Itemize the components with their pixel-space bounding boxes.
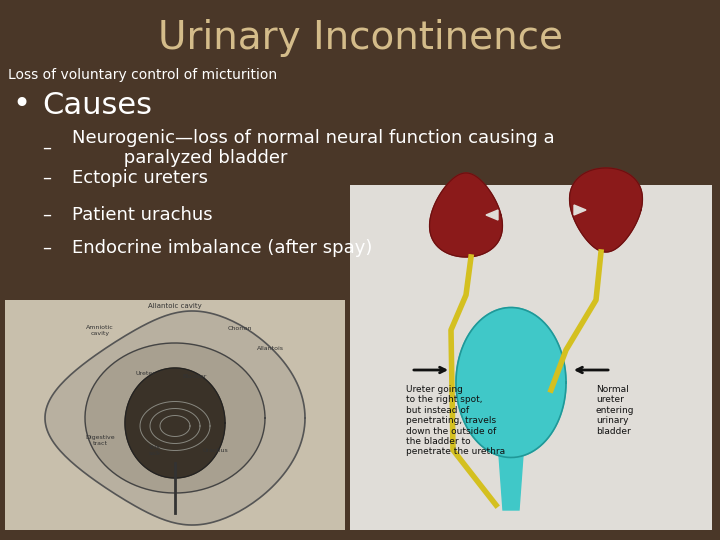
Polygon shape — [456, 307, 566, 457]
Text: Loss of voluntary control of micturition: Loss of voluntary control of micturition — [8, 68, 277, 82]
Text: Bladder: Bladder — [183, 374, 207, 379]
Text: Causes: Causes — [42, 91, 152, 119]
Polygon shape — [574, 205, 586, 215]
Text: Neurogenic—loss of normal neural function causing a
         paralyzed bladder: Neurogenic—loss of normal neural functio… — [72, 129, 554, 167]
Text: Ureter going
to the right spot,
but instead of
penetrating, travels
down the out: Ureter going to the right spot, but inst… — [406, 385, 505, 456]
FancyBboxPatch shape — [5, 300, 345, 530]
Polygon shape — [125, 368, 225, 478]
Text: Yolk
salk: Yolk salk — [149, 445, 161, 456]
Text: Patient urachus: Patient urachus — [72, 206, 212, 224]
Text: Chorion: Chorion — [228, 326, 252, 331]
Text: –: – — [42, 169, 51, 187]
Text: –: – — [42, 239, 51, 257]
Polygon shape — [570, 168, 642, 252]
Text: Urachus: Urachus — [202, 448, 228, 453]
Text: Digestive
tract: Digestive tract — [85, 435, 114, 446]
Text: Endocrine imbalance (after spay): Endocrine imbalance (after spay) — [72, 239, 372, 257]
Text: Urinary Incontinence: Urinary Incontinence — [158, 19, 562, 57]
Polygon shape — [85, 343, 265, 493]
Polygon shape — [486, 210, 498, 220]
Polygon shape — [45, 311, 305, 525]
Polygon shape — [430, 173, 503, 257]
Text: Allantoic cavity: Allantoic cavity — [148, 303, 202, 309]
Text: Normal
ureter
entering
urinary
bladder: Normal ureter entering urinary bladder — [596, 385, 634, 436]
Text: Ureter: Ureter — [135, 371, 155, 376]
Text: Allantois: Allantois — [256, 346, 284, 351]
Text: –: – — [42, 139, 51, 157]
FancyBboxPatch shape — [350, 185, 712, 530]
Text: Ectopic ureters: Ectopic ureters — [72, 169, 208, 187]
Text: •: • — [12, 91, 30, 119]
Polygon shape — [499, 455, 523, 510]
Text: Amniotic
cavity: Amniotic cavity — [86, 325, 114, 336]
Text: –: – — [42, 206, 51, 224]
